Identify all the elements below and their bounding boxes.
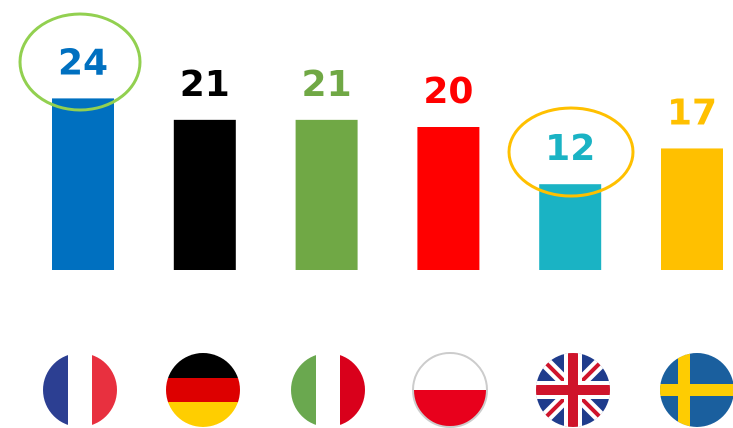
value-label: 24 <box>58 42 108 83</box>
highlight-circle <box>18 12 142 112</box>
flag-italy <box>291 353 365 427</box>
value-label: 20 <box>423 71 473 112</box>
flag-sweden <box>660 353 733 427</box>
value-label: 21 <box>180 64 230 105</box>
flag-france <box>43 353 117 427</box>
value-label: 12 <box>545 128 595 169</box>
value-label: 21 <box>302 64 352 105</box>
flag-uk <box>536 353 610 427</box>
value-label: 17 <box>667 92 717 133</box>
bar <box>661 148 723 270</box>
flag-outline <box>412 352 488 428</box>
bar <box>295 119 358 270</box>
bar <box>173 119 236 270</box>
bar <box>417 127 480 270</box>
bar <box>539 184 602 270</box>
highlight-circle <box>507 106 635 198</box>
flag-germany <box>166 353 240 427</box>
bars: 24 21 21 20 12 17 <box>52 42 723 271</box>
bar <box>52 98 114 271</box>
